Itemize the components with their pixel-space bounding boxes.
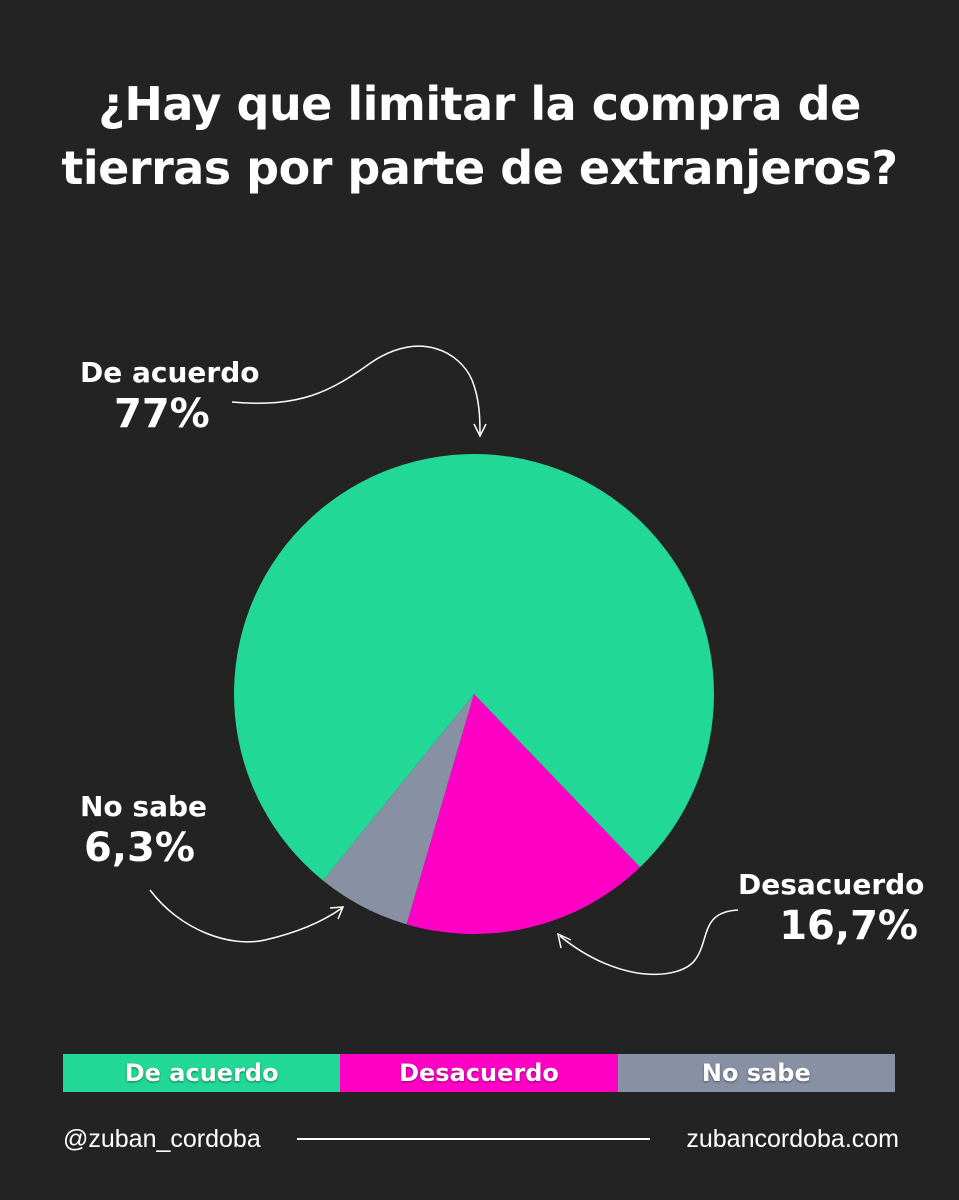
- chart-title: ¿Hay que limitar la compra de tierras po…: [0, 72, 959, 200]
- callout-arrow-de-acuerdo: [231, 345, 481, 435]
- label-de-acuerdo-name: De acuerdo: [80, 356, 260, 389]
- label-de-acuerdo: De acuerdo 77%: [80, 356, 259, 438]
- pie-slices: [234, 454, 715, 935]
- legend-item-no-sabe: No sabe: [617, 1054, 895, 1092]
- social-handle[interactable]: @zuban_cordoba: [63, 1124, 261, 1153]
- chart-title-line-2: tierras por parte de extranjeros?: [61, 141, 898, 195]
- label-desacuerdo: Desacuerdo 16,7%: [738, 868, 925, 950]
- callout-arrows: [149, 345, 739, 976]
- callout-arrow-head-desacuerdo: [556, 932, 572, 949]
- label-de-acuerdo-value: 77%: [114, 391, 210, 437]
- label-desacuerdo-name: Desacuerdo: [738, 868, 925, 901]
- callout-arrow-no-sabe: [149, 889, 343, 943]
- legend-item-desacuerdo: Desacuerdo: [340, 1054, 618, 1092]
- pie-slice-no-sabe: [322, 694, 474, 925]
- footer: @zuban_cordoba zubancordoba.com: [63, 1122, 899, 1156]
- callout-arrow-desacuerdo: [559, 909, 739, 976]
- label-no-sabe-value: 6,3%: [84, 825, 195, 871]
- website-link[interactable]: zubancordoba.com: [686, 1124, 899, 1153]
- pie-slice-de-acuerdo: [234, 454, 715, 881]
- callout-arrow-head-no-sabe: [329, 906, 345, 920]
- pie-slice-desacuerdo: [406, 694, 641, 935]
- legend: De acuerdo Desacuerdo No sabe: [63, 1054, 895, 1092]
- callout-arrow-head-de-acuerdo: [473, 423, 487, 438]
- label-no-sabe: No sabe 6,3%: [80, 790, 207, 872]
- chart-title-line-1: ¿Hay que limitar la compra de: [98, 77, 861, 131]
- legend-item-de-acuerdo: De acuerdo: [63, 1054, 341, 1092]
- label-desacuerdo-value: 16,7%: [779, 903, 918, 949]
- label-no-sabe-name: No sabe: [80, 790, 208, 823]
- footer-divider: [296, 1138, 651, 1140]
